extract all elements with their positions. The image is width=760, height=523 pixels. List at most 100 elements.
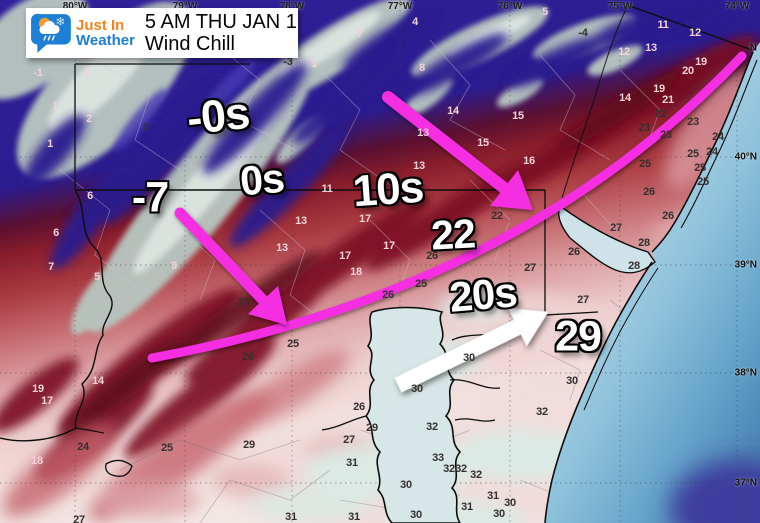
station-temp: 31 (461, 501, 473, 513)
svg-text:❄: ❄ (56, 15, 66, 29)
station-temp: 12 (689, 27, 701, 39)
station-temp: 27 (343, 434, 355, 446)
brand-name: Just In Weather (76, 16, 135, 48)
station-temp: 23 (660, 129, 672, 141)
station-temp: 27 (524, 262, 536, 274)
station-temp: 19 (32, 383, 44, 395)
station-temp: 17 (359, 213, 371, 225)
station-temp: 25 (639, 158, 651, 170)
front-arrow-west (174, 207, 287, 325)
ocean-deep-corner (670, 460, 760, 523)
station-temp: 14 (447, 105, 459, 117)
station-temp: 5 (542, 6, 548, 18)
title-banner: ❄ Just In Weather 5 AM THU JAN 1 Wind Ch… (26, 8, 298, 58)
station-temp: 24 (706, 146, 718, 158)
latitude-label: 38°N (734, 367, 757, 379)
longitude-label: 75°W (607, 1, 633, 12)
station-temp: 15 (512, 110, 524, 122)
station-temp: 14 (92, 375, 104, 387)
station-temp: 31 (348, 511, 360, 523)
station-temp: 30 (411, 383, 423, 395)
station-temp: 28 (638, 237, 650, 249)
station-temp: 30 (400, 479, 412, 491)
front-arrow-east (382, 91, 533, 210)
station-temp: 32 (443, 463, 455, 475)
station-temp: 12 (618, 46, 630, 58)
purple-valley-texture (24, 1, 734, 269)
station-temp: -1 (81, 67, 91, 79)
brand-line1: Just In (76, 16, 125, 34)
station-temp: 29 (366, 422, 378, 434)
station-temp: -4 (578, 27, 588, 39)
latitude-label: 39°N (734, 259, 757, 271)
annotation-temp: 29 (555, 312, 602, 361)
station-temp: 21 (662, 94, 674, 106)
station-temp: 26 (242, 351, 254, 363)
station-temp: 7 (357, 28, 363, 40)
station-temp: 27 (577, 294, 589, 306)
station-temp: 6 (53, 227, 59, 239)
station-temp: 5 (94, 271, 100, 283)
station-temp: 31 (487, 490, 499, 502)
station-temp: -1 (33, 67, 43, 79)
station-temp: 27 (73, 514, 85, 523)
station-temp: 17 (339, 250, 351, 262)
station-temp: 18 (31, 455, 43, 467)
annotation-temp: -0s (184, 86, 252, 145)
station-temp: 26 (643, 186, 655, 198)
station-temp: 30 (566, 375, 578, 387)
longitude-label: 80°W (62, 1, 88, 12)
station-temp: 26 (426, 250, 438, 262)
station-temp: 1 (47, 138, 53, 150)
station-temp: 30 (410, 509, 422, 521)
latitude-label: N (749, 42, 757, 54)
station-temp: 8 (419, 62, 425, 74)
station-temp: 13 (413, 160, 425, 172)
delaware-bay (558, 204, 656, 274)
station-temp: 22 (491, 210, 503, 222)
station-temp: 17 (41, 395, 53, 407)
station-temp: 11 (657, 19, 669, 31)
station-temp: 23 (687, 116, 699, 128)
cold-front-line (147, 51, 747, 363)
station-temp: 26 (568, 246, 580, 258)
station-temp: 32 (470, 469, 482, 481)
longitude-label: 77°W (387, 1, 413, 12)
station-temp: 1 (52, 100, 58, 112)
station-temp: 4 (412, 16, 418, 28)
station-temp: 25 (161, 442, 173, 454)
station-temp: 24 (712, 131, 724, 143)
latitude-label: 40°N (734, 151, 757, 163)
station-temp: 13 (645, 42, 657, 54)
station-temp: 29 (243, 439, 255, 451)
station-temp: 2 (86, 113, 92, 125)
station-temp: 27 (610, 222, 622, 234)
title-datetime: 5 AM THU JAN 1 (144, 10, 297, 33)
title-variable: Wind Chill (144, 33, 235, 55)
station-temp: 30 (504, 497, 516, 509)
annotation-temp: 0s (238, 154, 286, 205)
station-temp: 28 (628, 260, 640, 272)
longitude-label: 79°W (172, 1, 198, 12)
station-temp: 13 (295, 215, 307, 227)
state-borders (0, 4, 758, 523)
station-temp: 31 (346, 457, 358, 469)
station-temp: 7 (48, 261, 54, 273)
station-temp: 25 (694, 162, 706, 174)
station-temp: 25 (687, 148, 699, 160)
station-temp: 9 (171, 260, 177, 272)
station-temp: 3 (143, 122, 149, 134)
station-temp: 24 (77, 441, 89, 453)
longitude-label: 76°W (497, 1, 523, 12)
station-temp: 1 (311, 58, 317, 70)
map-title: 5 AM THU JAN 1 Wind Chill (145, 11, 297, 56)
annotation-temp: 10s (351, 162, 425, 217)
wind-flow-arrow (393, 307, 549, 393)
station-temp: 30 (463, 352, 475, 364)
station-temp: 16 (523, 155, 535, 167)
annotation-temp: 20s (447, 268, 519, 321)
station-temp: 17 (383, 240, 395, 252)
annotation-temp: 22 (429, 210, 476, 259)
station-temp: 6 (87, 190, 93, 202)
